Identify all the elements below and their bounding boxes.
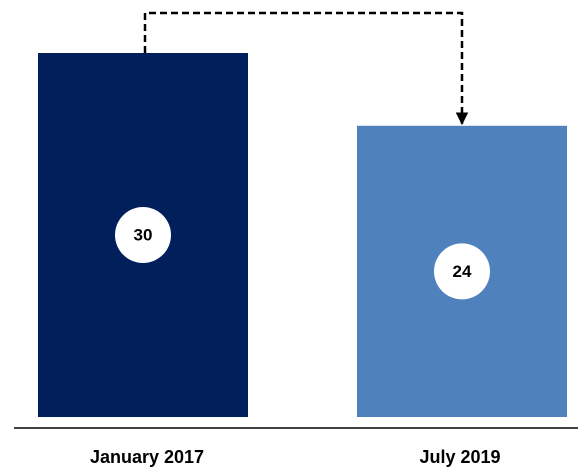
data-label: 30 [134,225,153,244]
data-label: 24 [453,262,472,281]
value-badge [115,207,171,263]
value-badge [434,243,490,300]
x-tick-label: July 2019 [419,447,500,467]
x-tick-label: January 2017 [90,447,204,467]
change-arrow [143,11,469,126]
